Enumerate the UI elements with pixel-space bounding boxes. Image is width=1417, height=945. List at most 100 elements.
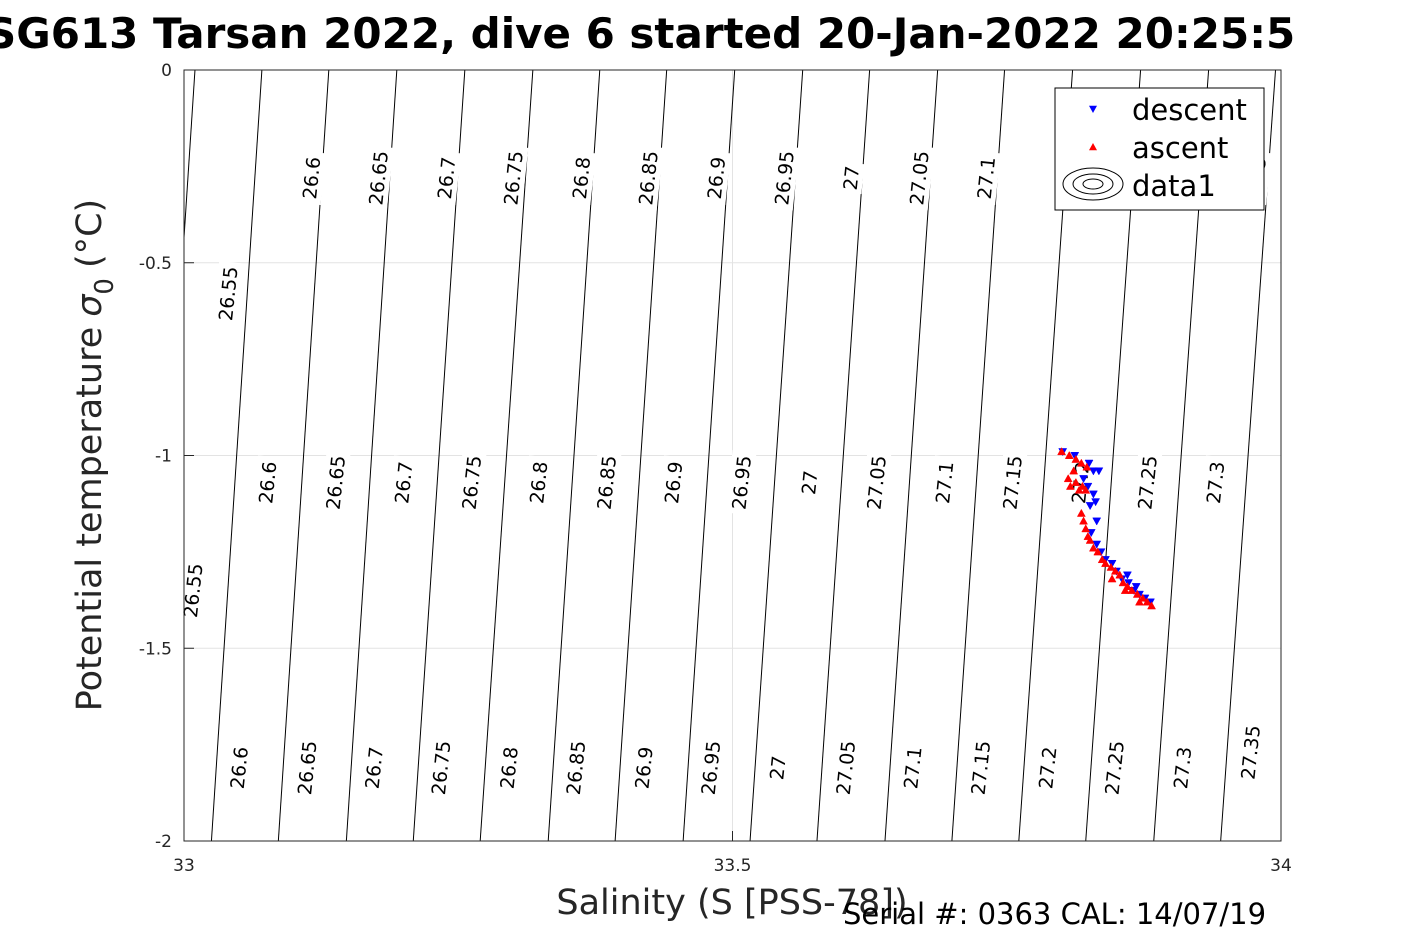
contour-label-background — [903, 145, 935, 211]
contour-label-text: 26.6 — [255, 460, 281, 504]
contour-label: 26.75 — [425, 735, 456, 801]
contour-label-background — [1235, 719, 1266, 785]
contour-label: 27.2 — [1032, 740, 1062, 795]
axis-ticks: 33 33.5 34 0 -0.5 -1 -1.5 -2 — [139, 61, 1292, 876]
ascent-point — [1088, 543, 1098, 552]
contour-label: 27 — [763, 751, 791, 784]
contour-label-background — [320, 449, 351, 516]
ascent-point — [1107, 574, 1117, 583]
contour-label-text: 26.9 — [704, 156, 730, 200]
contour-label-background — [566, 150, 596, 206]
contour-label: 26.7 — [388, 455, 419, 510]
contour-label-text: 27.3 — [1170, 746, 1196, 790]
legend-item-data1: data1 — [1062, 167, 1216, 203]
descent-point — [1131, 583, 1141, 592]
contour-label-background — [494, 740, 524, 795]
contour-label-text: 27 — [798, 469, 822, 495]
ascent-point — [1065, 481, 1075, 490]
contour-label-background — [296, 150, 326, 206]
contour-label: 27 — [837, 161, 865, 195]
contour-label-background — [362, 145, 394, 211]
ascent-point — [1063, 474, 1073, 483]
contour-label-text: 27.2 — [1035, 746, 1061, 790]
contour-label-background — [388, 455, 419, 510]
contour-label-background — [726, 449, 757, 516]
contour-label-text: 27.1 — [974, 156, 1000, 200]
contour-label-background — [830, 735, 861, 801]
contour-label: 26.95 — [695, 735, 726, 801]
x-tick-label: 34 — [1270, 856, 1292, 876]
contour-label: 27.1 — [971, 150, 1001, 206]
contour-label-background — [965, 735, 996, 801]
density-contour-line — [816, 70, 871, 841]
contour-label-text: 27.1 — [932, 460, 958, 504]
descent-point — [1085, 502, 1095, 511]
descent-point — [1092, 517, 1102, 526]
ascent-point — [1093, 547, 1103, 556]
contour-label-background — [224, 740, 254, 795]
descent-point — [1070, 452, 1080, 461]
contour-label-text: 27.2 — [1068, 460, 1094, 504]
contour-label-background — [971, 150, 1001, 206]
density-contour-line — [1288, 70, 1344, 841]
density-contour-line — [614, 70, 668, 841]
x-tick-label: 33 — [173, 856, 195, 876]
contour-label-text: 26.7 — [362, 746, 388, 790]
descent-point — [1092, 540, 1102, 549]
legend-label: ascent — [1132, 131, 1228, 165]
density-contour-line — [184, 70, 196, 246]
legend-item-descent: descent — [1089, 93, 1247, 127]
contour-label: 27.1 — [929, 455, 959, 510]
ascent-point — [1142, 597, 1152, 606]
contour-label-background — [431, 150, 461, 206]
ascent-point — [1115, 570, 1125, 579]
density-contour-line — [412, 70, 466, 841]
contour-label-text: 27.3 — [1203, 460, 1229, 504]
contour-label-background — [212, 261, 244, 327]
legend-contour-icon — [1062, 167, 1124, 201]
contour-label: 27.1 — [897, 740, 928, 795]
contour-label: 26.7 — [359, 740, 389, 795]
contour-label-background — [768, 145, 800, 211]
ascent-point — [1057, 447, 1067, 456]
contour-label-background — [795, 466, 823, 499]
descent-point — [1094, 467, 1104, 476]
contour-label: 26.9 — [628, 740, 659, 795]
ascent-point — [1076, 508, 1086, 517]
ascent-point — [1127, 585, 1137, 594]
descent-point — [1079, 475, 1088, 484]
contour-label: 26.9 — [658, 455, 688, 510]
contour-label-background — [523, 455, 553, 510]
contour-label-background — [763, 751, 791, 784]
y-tick-label: 0 — [161, 61, 172, 81]
legend-contour-icon — [1072, 173, 1114, 195]
descent-point — [1124, 579, 1133, 588]
contour-label-background — [177, 557, 209, 624]
ascent-point — [1076, 458, 1086, 467]
legend-label: descent — [1132, 93, 1247, 127]
ascent-point — [1071, 477, 1081, 486]
contour-label-text: 27 — [766, 755, 790, 781]
contour-label-background — [1131, 449, 1163, 516]
contour-label: 26.6 — [224, 740, 254, 795]
ascent-point — [1069, 466, 1079, 475]
contour-label-background — [1099, 735, 1130, 801]
contour-label-background — [837, 161, 865, 195]
contour-label: 26.8 — [494, 740, 524, 795]
contour-label-background — [560, 735, 591, 801]
ascent-point — [1106, 562, 1116, 571]
ascent-point — [1081, 485, 1091, 494]
legend-contour-icon — [1082, 178, 1104, 190]
contour-label: 26.8 — [523, 455, 553, 510]
legend-marker-descent — [1089, 105, 1097, 113]
ascent-point — [1101, 558, 1110, 567]
ascent-point — [1110, 566, 1120, 575]
contour-label: 27.35 — [1235, 719, 1266, 785]
ascent-point — [1135, 597, 1144, 606]
ascent-point — [1097, 555, 1107, 564]
contour-label-background — [897, 740, 928, 795]
contour-label-background — [456, 449, 487, 516]
contour-label-background — [1032, 740, 1062, 795]
contour-label: 27 — [795, 466, 823, 499]
